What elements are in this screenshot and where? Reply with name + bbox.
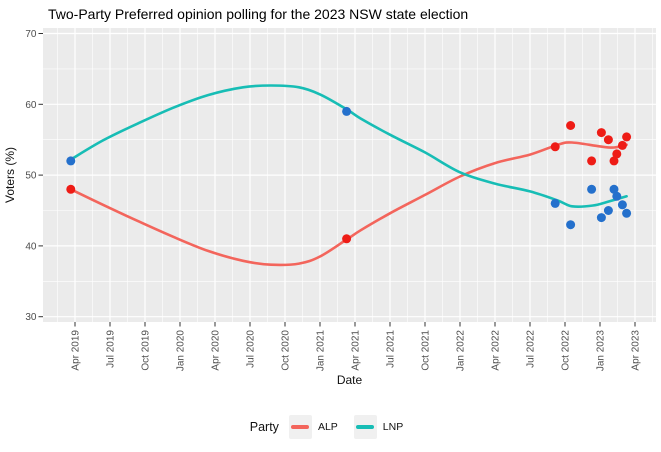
x-tick-label: Apr 2020 [211, 330, 222, 371]
x-tick-label: Jan 2022 [456, 330, 467, 372]
x-tick-label: Apr 2019 [71, 330, 82, 371]
chart-legend: Party ALP LNP [0, 412, 661, 442]
x-tick-label: Oct 2020 [281, 330, 292, 371]
x-tick-label: Oct 2022 [561, 330, 572, 371]
legend-label-lnp: LNP [382, 421, 404, 433]
lnp-line-swatch-icon [356, 425, 375, 429]
y-axis-title: Voters (%) [3, 147, 17, 203]
x-tick-label: Jan 2023 [596, 330, 607, 372]
y-tick-label: 70 [25, 29, 37, 40]
alp-line-swatch-icon [291, 425, 310, 429]
lnp-data-point [596, 213, 606, 223]
x-tick-label: Oct 2021 [421, 330, 432, 371]
lnp-data-point [550, 198, 560, 208]
lnp-data-point [609, 184, 619, 194]
x-tick-label: Jul 2020 [246, 330, 257, 368]
x-tick-label: Jul 2021 [386, 330, 397, 368]
lnp-data-point [612, 191, 622, 201]
alp-data-point [617, 140, 627, 150]
legend-title: Party [249, 420, 279, 434]
lnp-data-point [603, 206, 613, 215]
x-tick-label: Oct 2019 [141, 330, 152, 371]
chart-title: Two-Party Preferred opinion polling for … [48, 6, 468, 22]
y-tick-label: 30 [25, 312, 37, 323]
y-tick-label: 50 [25, 171, 37, 182]
alp-data-point [596, 128, 606, 138]
lnp-smooth-line [69, 84, 628, 208]
alp-data-point [587, 156, 597, 166]
x-tick-label: Apr 2023 [631, 330, 642, 371]
alp-data-point [612, 149, 622, 159]
x-axis-title: Date [337, 373, 363, 387]
alp-smooth-line [69, 141, 628, 267]
alp-data-point [550, 142, 560, 152]
legend-key-lnp [353, 415, 377, 439]
lnp-data-point [342, 106, 352, 116]
alp-data-point [609, 156, 619, 166]
alp-data-point [342, 234, 352, 244]
x-tick-label: Jan 2021 [316, 330, 327, 372]
x-tick-label: Jul 2019 [106, 330, 117, 368]
lnp-data-point [587, 184, 597, 194]
lnp-data-point [622, 208, 632, 218]
y-tick-label: 40 [25, 241, 37, 252]
x-tick-label: Apr 2022 [491, 330, 502, 371]
alp-data-point [622, 132, 632, 142]
legend-label-alp: ALP [317, 421, 338, 433]
y-tick-label: 60 [25, 100, 37, 111]
legend-key-alp [288, 415, 312, 439]
alp-data-point [66, 184, 76, 194]
lnp-data-point [566, 220, 576, 230]
lnp-data-point [617, 200, 627, 210]
x-tick-label: Apr 2021 [351, 330, 362, 371]
alp-data-point [603, 135, 613, 145]
lnp-data-point [66, 156, 76, 166]
alp-data-point [566, 121, 576, 130]
x-tick-label: Jan 2020 [176, 330, 187, 372]
x-tick-label: Jul 2022 [526, 330, 537, 368]
